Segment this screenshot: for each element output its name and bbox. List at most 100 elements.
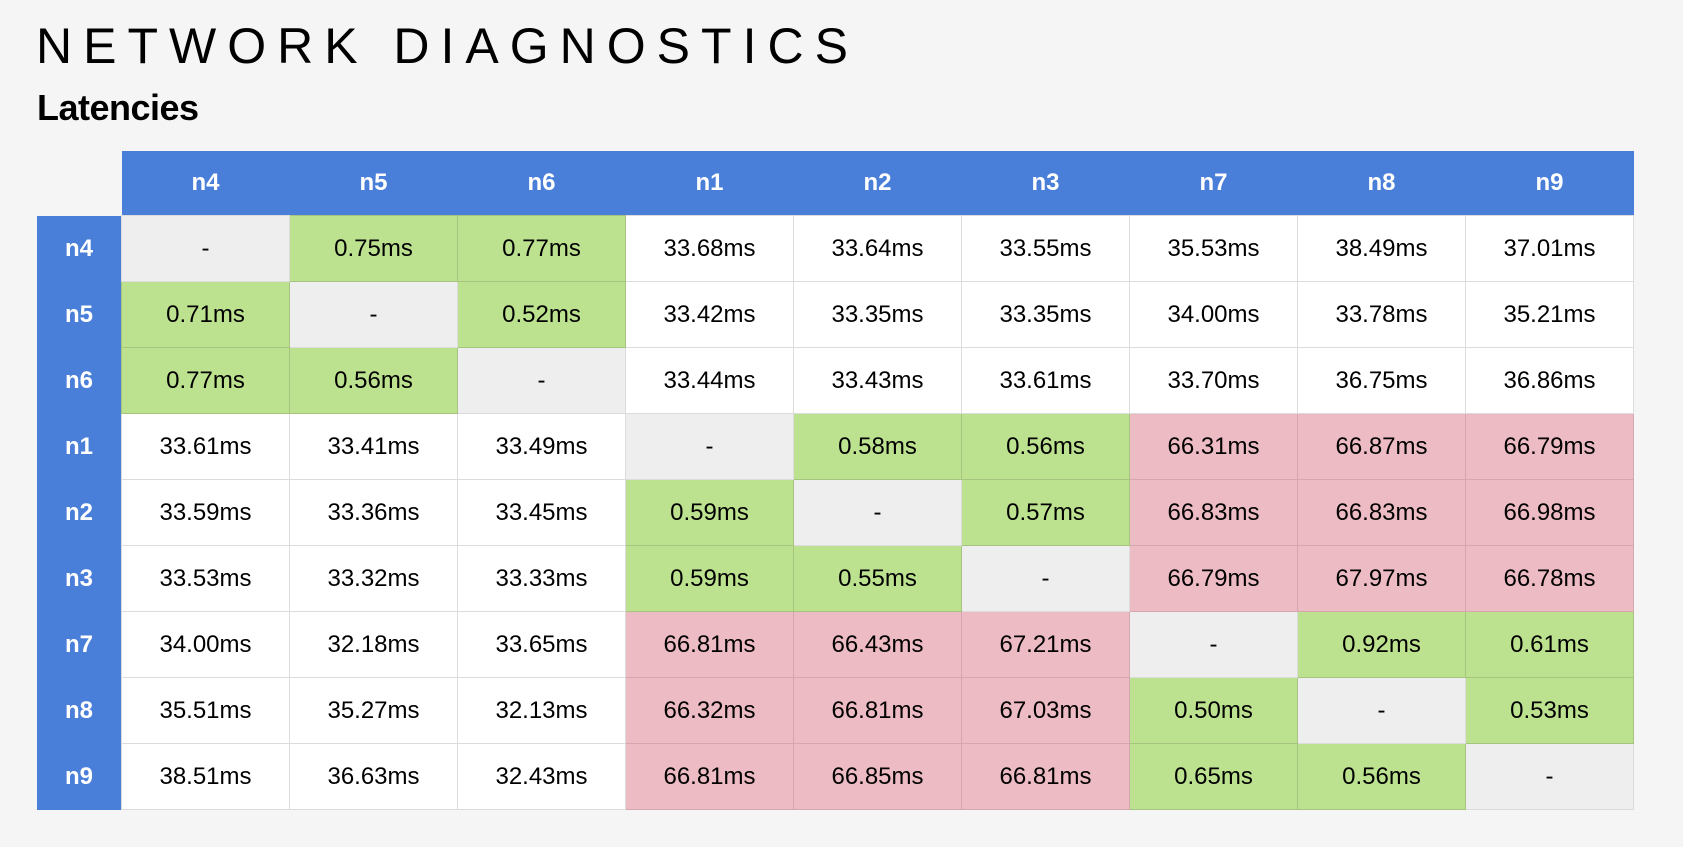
- row-header-n2: n2: [37, 479, 122, 546]
- table-row: n4-0.75ms 0.77ms 33.68ms 33.64ms 33.55ms 35.5…: [37, 215, 1634, 282]
- latency-cell-n1-n8: 66.87ms: [1297, 413, 1466, 480]
- table-row: n3 33.53ms 33.32ms 33.33ms 0.59ms 0.55ms -66.7…: [37, 545, 1634, 612]
- latency-cell-n9-n4: 38.51ms: [121, 743, 290, 810]
- latency-cell-n9-n5: 36.63ms: [289, 743, 458, 810]
- latency-cell-n1-n1: -: [625, 413, 794, 480]
- latency-matrix: n4 n5 n6 n1 n2 n3 n7 n8 n9 n4-0.75ms 0.77ms 33.68m…: [37, 151, 1634, 810]
- latency-cell-n3-n8: 67.97ms: [1297, 545, 1466, 612]
- latency-cell-n8-n2: 66.81ms: [793, 677, 962, 744]
- latency-cell-n8-n4: 35.51ms: [121, 677, 290, 744]
- latency-cell-n8-n9: 0.53ms: [1465, 677, 1634, 744]
- row-header-n4: n4: [37, 215, 122, 282]
- latency-cell-n6-n2: 33.43ms: [793, 347, 962, 414]
- latency-cell-n6-n3: 33.61ms: [961, 347, 1130, 414]
- section-title: Latencies: [37, 87, 199, 128]
- latency-cell-n5-n4: 0.71ms: [121, 281, 290, 348]
- table-row: n6 0.77ms 0.56ms -33.44ms 33.43ms 33.61ms 33.7…: [37, 347, 1634, 414]
- latency-cell-n4-n3: 33.55ms: [961, 215, 1130, 282]
- latency-cell-n4-n9: 37.01ms: [1465, 215, 1634, 282]
- column-header-n5: n5: [289, 151, 458, 216]
- latency-cell-n1-n6: 33.49ms: [457, 413, 626, 480]
- latency-cell-n5-n7: 34.00ms: [1129, 281, 1298, 348]
- latency-cell-n6-n5: 0.56ms: [289, 347, 458, 414]
- latency-cell-n4-n4: -: [121, 215, 290, 282]
- latency-cell-n2-n8: 66.83ms: [1297, 479, 1466, 546]
- latency-cell-n2-n9: 66.98ms: [1465, 479, 1634, 546]
- latency-cell-n2-n6: 33.45ms: [457, 479, 626, 546]
- latency-cell-n2-n3: 0.57ms: [961, 479, 1130, 546]
- latency-cell-n7-n2: 66.43ms: [793, 611, 962, 678]
- row-header-n3: n3: [37, 545, 122, 612]
- latency-cell-n7-n5: 32.18ms: [289, 611, 458, 678]
- matrix-body: n4-0.75ms 0.77ms 33.68ms 33.64ms 33.55ms 35.5…: [37, 215, 1634, 810]
- latency-cell-n8-n1: 66.32ms: [625, 677, 794, 744]
- latency-cell-n8-n8: -: [1297, 677, 1466, 744]
- latency-cell-n3-n4: 33.53ms: [121, 545, 290, 612]
- latency-cell-n9-n3: 66.81ms: [961, 743, 1130, 810]
- latency-cell-n9-n7: 0.65ms: [1129, 743, 1298, 810]
- latency-cell-n3-n3: -: [961, 545, 1130, 612]
- latency-cell-n6-n8: 36.75ms: [1297, 347, 1466, 414]
- latency-cell-n4-n7: 35.53ms: [1129, 215, 1298, 282]
- column-header-n9: n9: [1465, 151, 1634, 216]
- latency-cell-n3-n7: 66.79ms: [1129, 545, 1298, 612]
- column-header-n6: n6: [457, 151, 626, 216]
- latency-cell-n1-n3: 0.56ms: [961, 413, 1130, 480]
- latency-cell-n1-n7: 66.31ms: [1129, 413, 1298, 480]
- latency-cell-n3-n1: 0.59ms: [625, 545, 794, 612]
- latency-cell-n4-n2: 33.64ms: [793, 215, 962, 282]
- column-header-n8: n8: [1297, 151, 1466, 216]
- latency-cell-n5-n3: 33.35ms: [961, 281, 1130, 348]
- latency-cell-n2-n4: 33.59ms: [121, 479, 290, 546]
- latency-cell-n6-n9: 36.86ms: [1465, 347, 1634, 414]
- column-header-n7: n7: [1129, 151, 1298, 216]
- latency-cell-n7-n8: 0.92ms: [1297, 611, 1466, 678]
- latency-cell-n9-n9: -: [1465, 743, 1634, 810]
- row-header-n9: n9: [37, 743, 122, 810]
- header-row: n4 n5 n6 n1 n2 n3 n7 n8 n9: [37, 151, 1634, 216]
- latency-cell-n6-n7: 33.70ms: [1129, 347, 1298, 414]
- latency-cell-n6-n4: 0.77ms: [121, 347, 290, 414]
- latency-cell-n5-n6: 0.52ms: [457, 281, 626, 348]
- latency-cell-n1-n9: 66.79ms: [1465, 413, 1634, 480]
- latency-cell-n5-n1: 33.42ms: [625, 281, 794, 348]
- latency-cell-n5-n2: 33.35ms: [793, 281, 962, 348]
- latency-cell-n8-n7: 0.50ms: [1129, 677, 1298, 744]
- row-header-n7: n7: [37, 611, 122, 678]
- column-header-n1: n1: [625, 151, 794, 216]
- latency-cell-n8-n5: 35.27ms: [289, 677, 458, 744]
- row-header-n6: n6: [37, 347, 122, 414]
- latency-cell-n7-n3: 67.21ms: [961, 611, 1130, 678]
- latency-cell-n4-n1: 33.68ms: [625, 215, 794, 282]
- latency-cell-n2-n7: 66.83ms: [1129, 479, 1298, 546]
- column-header-n4: n4: [121, 151, 290, 216]
- latency-cell-n2-n2: -: [793, 479, 962, 546]
- table-row: n5 0.71ms -0.52ms 33.42ms 33.35ms 33.35ms 34.0…: [37, 281, 1634, 348]
- latency-cell-n2-n5: 33.36ms: [289, 479, 458, 546]
- latency-cell-n5-n5: -: [289, 281, 458, 348]
- latency-cell-n2-n1: 0.59ms: [625, 479, 794, 546]
- latency-cell-n6-n6: -: [457, 347, 626, 414]
- column-header-n3: n3: [961, 151, 1130, 216]
- latency-cell-n4-n5: 0.75ms: [289, 215, 458, 282]
- latency-cell-n1-n2: 0.58ms: [793, 413, 962, 480]
- latency-cell-n7-n1: 66.81ms: [625, 611, 794, 678]
- corner-cell: [37, 151, 122, 216]
- latency-cell-n5-n8: 33.78ms: [1297, 281, 1466, 348]
- latency-cell-n9-n8: 0.56ms: [1297, 743, 1466, 810]
- latency-cell-n3-n6: 33.33ms: [457, 545, 626, 612]
- latency-cell-n3-n2: 0.55ms: [793, 545, 962, 612]
- latency-cell-n9-n6: 32.43ms: [457, 743, 626, 810]
- latency-cell-n9-n2: 66.85ms: [793, 743, 962, 810]
- table-row: n9 38.51ms 36.63ms 32.43ms 66.81ms 66.85ms 66.…: [37, 743, 1634, 810]
- table-row: n2 33.59ms 33.36ms 33.45ms 0.59ms -0.57ms 66.8…: [37, 479, 1634, 546]
- latency-cell-n7-n9: 0.61ms: [1465, 611, 1634, 678]
- table-row: n7 34.00ms 32.18ms 33.65ms 66.81ms 66.43ms 67.…: [37, 611, 1634, 678]
- latency-cell-n4-n8: 38.49ms: [1297, 215, 1466, 282]
- latency-cell-n8-n6: 32.13ms: [457, 677, 626, 744]
- latency-cell-n1-n4: 33.61ms: [121, 413, 290, 480]
- latency-cell-n8-n3: 67.03ms: [961, 677, 1130, 744]
- column-header-n2: n2: [793, 151, 962, 216]
- table-row: n1 33.61ms 33.41ms 33.49ms -0.58ms 0.56ms 66.3…: [37, 413, 1634, 480]
- row-header-n8: n8: [37, 677, 122, 744]
